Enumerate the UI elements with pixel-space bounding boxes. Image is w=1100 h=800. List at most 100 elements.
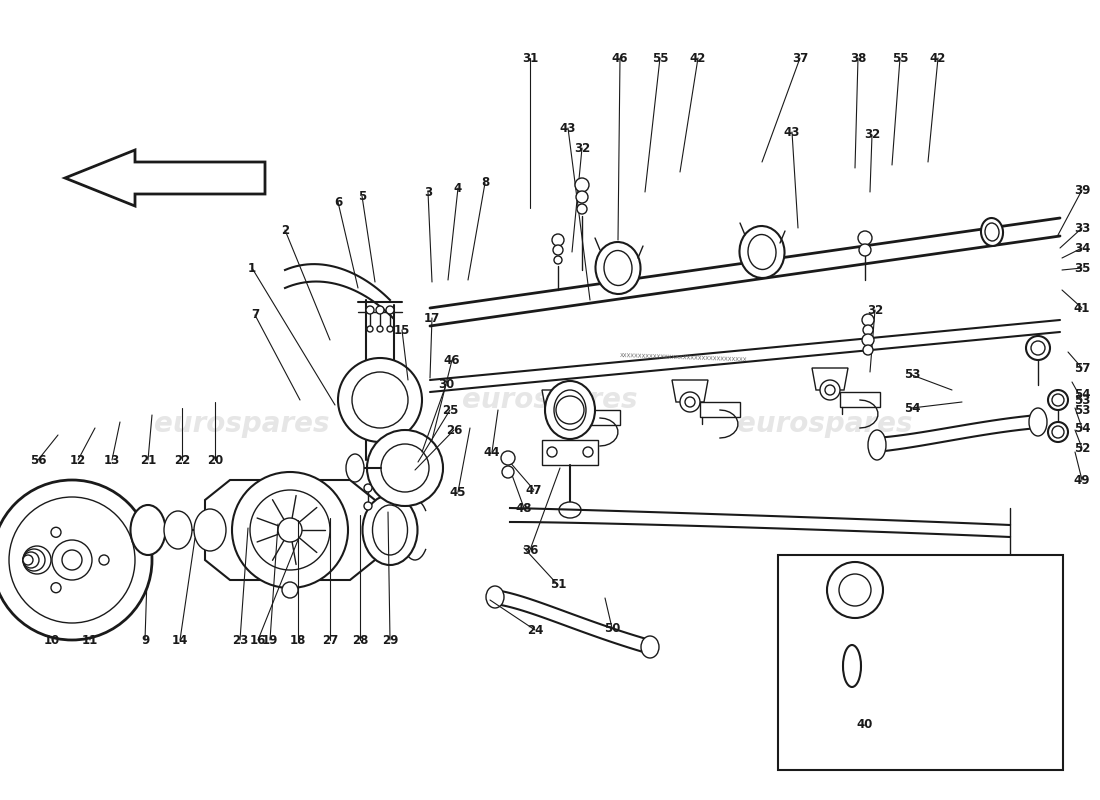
Polygon shape (65, 150, 265, 206)
Text: 1: 1 (248, 262, 256, 274)
Circle shape (367, 430, 443, 506)
Circle shape (23, 549, 45, 571)
Bar (778, 555, 1063, 770)
Text: 15: 15 (394, 323, 410, 337)
Text: 19: 19 (262, 634, 278, 646)
Text: 12: 12 (70, 454, 86, 466)
Circle shape (62, 550, 82, 570)
Circle shape (232, 472, 348, 588)
Ellipse shape (486, 586, 504, 608)
Circle shape (387, 326, 393, 332)
Ellipse shape (559, 502, 581, 518)
Text: 10: 10 (44, 634, 60, 646)
Text: 9: 9 (141, 634, 150, 646)
Text: 43: 43 (560, 122, 576, 134)
Ellipse shape (641, 636, 659, 658)
Text: 31: 31 (521, 51, 538, 65)
Ellipse shape (739, 226, 784, 278)
Circle shape (864, 345, 873, 355)
Text: 53: 53 (1074, 403, 1090, 417)
Text: 45: 45 (450, 486, 466, 498)
Text: 36: 36 (521, 543, 538, 557)
Circle shape (576, 191, 588, 203)
Circle shape (552, 234, 564, 246)
Text: 33: 33 (1074, 222, 1090, 234)
Circle shape (52, 540, 92, 580)
Ellipse shape (1028, 408, 1047, 436)
Circle shape (500, 451, 515, 465)
Circle shape (1026, 336, 1050, 360)
Ellipse shape (984, 223, 999, 241)
Circle shape (1052, 394, 1064, 406)
Ellipse shape (194, 509, 226, 551)
Circle shape (547, 447, 557, 457)
Polygon shape (580, 410, 620, 425)
Text: 16: 16 (250, 634, 266, 646)
Text: 27: 27 (322, 634, 338, 646)
Polygon shape (700, 402, 740, 417)
Circle shape (820, 380, 840, 400)
Text: 53: 53 (904, 369, 921, 382)
Circle shape (1031, 341, 1045, 355)
Circle shape (859, 244, 871, 256)
Ellipse shape (981, 218, 1003, 246)
Ellipse shape (544, 381, 595, 439)
Circle shape (556, 396, 584, 424)
Text: XXXXXXXXXXXXXXXXXXXXXXXXXXXXXXXXXX: XXXXXXXXXXXXXXXXXXXXXXXXXXXXXXXXXX (620, 354, 748, 362)
Circle shape (377, 326, 383, 332)
Ellipse shape (363, 495, 418, 565)
Circle shape (550, 402, 570, 422)
Ellipse shape (843, 645, 861, 687)
Text: eurospares: eurospares (737, 410, 913, 438)
Circle shape (858, 231, 872, 245)
Text: 37: 37 (792, 51, 808, 65)
Circle shape (352, 372, 408, 428)
Text: 7: 7 (251, 309, 260, 322)
Ellipse shape (604, 250, 632, 286)
Text: eurospares: eurospares (154, 410, 330, 438)
Text: 6: 6 (334, 195, 342, 209)
Text: eurospares: eurospares (462, 386, 638, 414)
Text: 29: 29 (382, 634, 398, 646)
Circle shape (338, 358, 422, 442)
Circle shape (1048, 390, 1068, 410)
Text: 32: 32 (867, 303, 883, 317)
Text: 55: 55 (892, 51, 909, 65)
Text: 56: 56 (30, 454, 46, 466)
Text: 21: 21 (140, 454, 156, 466)
Text: 35: 35 (1074, 262, 1090, 274)
Text: 11: 11 (81, 634, 98, 646)
Ellipse shape (868, 430, 886, 460)
Text: 18: 18 (289, 634, 306, 646)
Circle shape (862, 334, 874, 346)
Circle shape (862, 314, 874, 326)
Text: 40: 40 (857, 718, 873, 731)
Circle shape (250, 490, 330, 570)
Text: 32: 32 (864, 129, 880, 142)
Circle shape (23, 555, 33, 565)
Circle shape (364, 484, 372, 492)
Text: 28: 28 (352, 634, 368, 646)
Circle shape (366, 306, 374, 314)
Circle shape (386, 306, 394, 314)
Circle shape (864, 325, 873, 335)
Text: 14: 14 (172, 634, 188, 646)
Text: 22: 22 (174, 454, 190, 466)
Circle shape (825, 385, 835, 395)
Text: 25: 25 (442, 403, 459, 417)
Circle shape (553, 245, 563, 255)
Text: 24: 24 (527, 623, 543, 637)
Ellipse shape (595, 242, 640, 294)
Circle shape (827, 562, 883, 618)
Polygon shape (672, 380, 708, 402)
Text: 8: 8 (481, 177, 490, 190)
Polygon shape (542, 390, 578, 412)
Circle shape (23, 546, 51, 574)
Circle shape (99, 555, 109, 565)
Text: 23: 23 (232, 634, 249, 646)
Circle shape (364, 502, 372, 510)
Text: 54: 54 (1074, 422, 1090, 434)
Text: 49: 49 (1074, 474, 1090, 486)
Text: 55: 55 (651, 51, 669, 65)
Text: 54: 54 (904, 402, 921, 414)
